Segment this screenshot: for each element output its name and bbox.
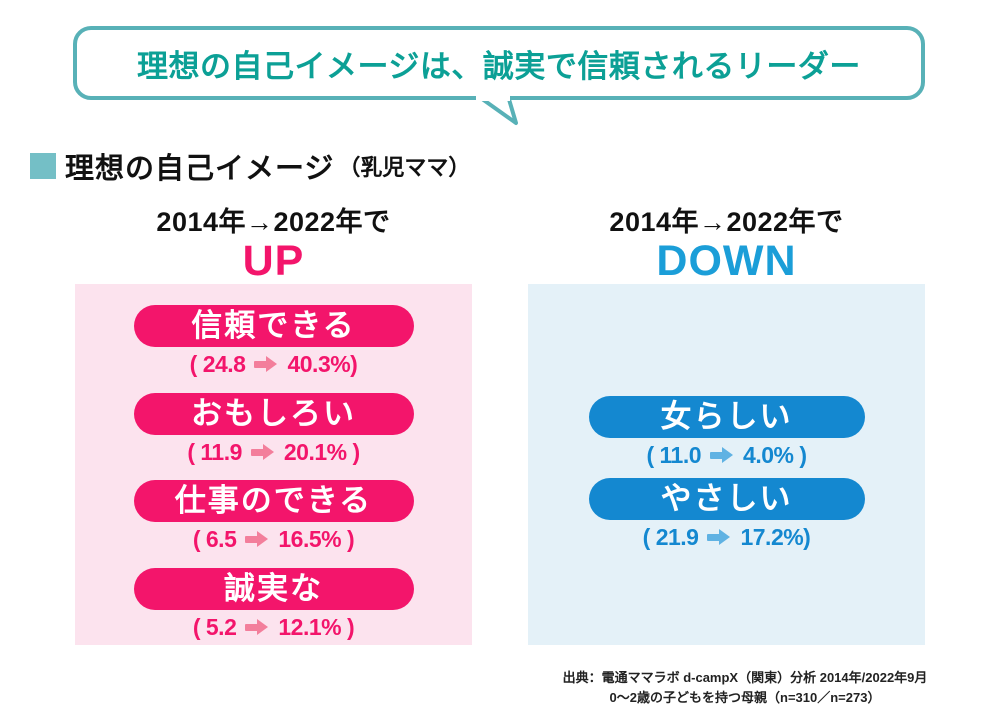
trait-pill: 信頼できる <box>133 305 414 347</box>
stat-to: 40.3%) <box>287 350 358 377</box>
list-item: やさしい ( 21.9 17.2%) <box>528 478 925 551</box>
down-period-label: 2014年→2022年で <box>609 207 844 237</box>
trait-pill: やさしい <box>588 478 865 520</box>
list-item: 誠実な ( 5.2 12.1% ) <box>75 568 472 641</box>
section-heading: 理想の自己イメージ （乳児ママ） <box>30 145 470 187</box>
source-line-2: 0～2歳の子どもを持つ母親（n=310／n=273） <box>609 690 881 706</box>
page-title: 理想の自己イメージは、誠実で信頼されるリーダー <box>137 48 861 84</box>
stat-from: ( 21.9 <box>642 523 699 550</box>
trait-stat: ( 6.5 16.5% ) <box>75 525 472 553</box>
right-arrow-icon <box>245 619 269 635</box>
trait-pill: 女らしい <box>588 396 865 438</box>
section-heading-title: 理想の自己イメージ <box>65 153 335 185</box>
down-panel: 女らしい ( 11.0 4.0% ) やさしい ( 21.9 17.2%) <box>528 284 925 645</box>
stat-from: ( 11.9 <box>187 438 242 465</box>
list-item: 仕事のできる ( 6.5 16.5% ) <box>75 480 472 553</box>
source-note: 出典：電通ママラボ d-campX（関東）分析 2014年/2022年9月 0～… <box>520 668 970 708</box>
right-arrow-icon <box>254 356 278 372</box>
section-heading-subtitle: （乳児ママ） <box>338 155 471 180</box>
stat-to: 20.1% ) <box>283 438 360 465</box>
trait-stat: ( 21.9 17.2%) <box>528 523 925 551</box>
up-panel: 信頼できる ( 24.8 40.3%) おもしろい ( 11.9 20.1% )… <box>75 284 472 645</box>
right-arrow-icon <box>707 529 731 545</box>
stat-from: ( 5.2 <box>192 613 237 640</box>
right-arrow-icon <box>710 447 734 463</box>
up-period-label: 2014年→2022年で <box>156 207 391 237</box>
stat-to: 12.1% ) <box>278 613 355 640</box>
trait-pill: おもしろい <box>133 393 414 435</box>
right-arrow-icon <box>245 531 269 547</box>
trait-pill: 仕事のできる <box>133 480 414 522</box>
stat-from: ( 6.5 <box>192 525 237 552</box>
list-item: 信頼できる ( 24.8 40.3%) <box>75 305 472 378</box>
trait-stat: ( 11.0 4.0% ) <box>528 441 925 469</box>
up-label: UP <box>242 237 305 285</box>
trait-stat: ( 5.2 12.1% ) <box>75 613 472 641</box>
list-item: 女らしい ( 11.0 4.0% ) <box>528 396 925 469</box>
title-speech-bubble: 理想の自己イメージは、誠実で信頼されるリーダー <box>73 26 925 100</box>
up-column-header: 2014年→2022年で UP <box>75 200 472 283</box>
speech-bubble-tail <box>476 95 518 125</box>
square-bullet-icon <box>30 153 56 179</box>
source-line-1: 出典：電通ママラボ d-campX（関東）分析 2014年/2022年9月 <box>562 670 928 685</box>
stat-from: ( 11.0 <box>646 441 702 468</box>
stat-from: ( 24.8 <box>189 350 246 377</box>
right-arrow-icon <box>250 444 275 460</box>
stat-to: 17.2%) <box>740 523 811 550</box>
trait-pill: 誠実な <box>133 568 414 610</box>
stat-to: 16.5% ) <box>278 525 355 552</box>
down-label: DOWN <box>656 237 797 285</box>
trait-stat: ( 11.9 20.1% ) <box>75 438 472 466</box>
stat-to: 4.0% ) <box>743 441 807 468</box>
list-item: おもしろい ( 11.9 20.1% ) <box>75 393 472 466</box>
trait-stat: ( 24.8 40.3%) <box>75 350 472 378</box>
down-column-header: 2014年→2022年で DOWN <box>528 200 925 283</box>
